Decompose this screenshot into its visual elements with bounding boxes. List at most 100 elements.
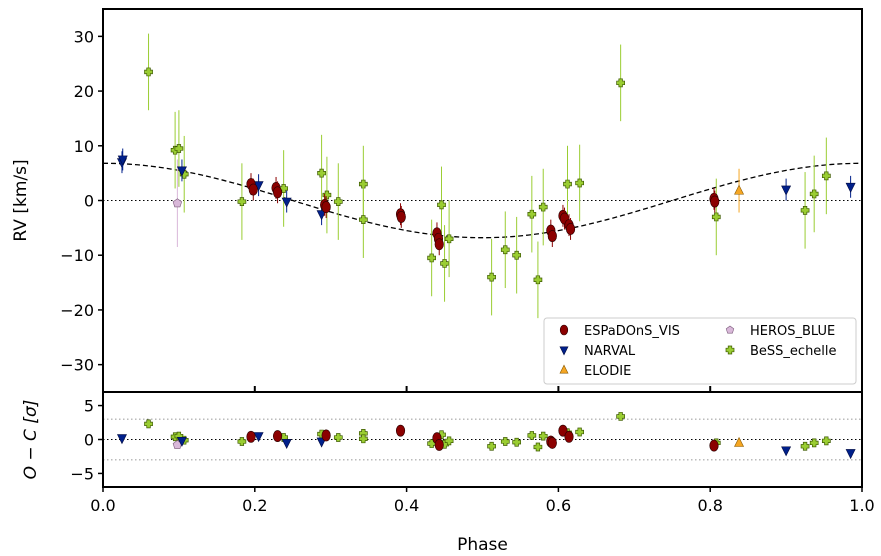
series-ESPaDOnS_VIS (246, 173, 720, 256)
residual-ytick-label: 5 (84, 397, 94, 416)
series-ELODIE (734, 168, 745, 213)
residual-ytick-label: 0 (84, 431, 94, 450)
point-NARVAL (316, 210, 327, 221)
legend-label: BeSS_echelle (750, 344, 837, 359)
rv-plot-content (102, 33, 863, 319)
residual-point-NARVAL (781, 446, 792, 457)
series-HEROS_BLUE (172, 159, 183, 248)
point-BeSS_echelle (358, 215, 368, 224)
residual-series-BeSS_echelle (144, 412, 831, 452)
point-NARVAL (281, 197, 292, 208)
legend-marker-BeSS_echelle (725, 345, 735, 355)
rv-yaxis-label: RV [km/s] (11, 159, 31, 241)
residual-point-ESPaDOnS_VIS (395, 424, 406, 437)
ytick-label: −10 (60, 246, 94, 265)
legend-label: ESPaDOnS_VIS (584, 324, 680, 339)
xtick-label: 0.6 (546, 496, 571, 515)
point-HEROS_BLUE (172, 198, 183, 208)
residual-point-ESPaDOnS_VIS (272, 430, 283, 443)
xtick-label: 0.2 (242, 496, 267, 515)
xtick-label: 0.4 (394, 496, 419, 515)
point-BeSS_echelle (527, 209, 537, 219)
legend-marker-NARVAL (559, 346, 569, 356)
residual-point-NARVAL (845, 449, 856, 460)
point-ESPaDOnS_VIS (321, 201, 331, 213)
residual-point-BeSS_echelle (616, 412, 625, 421)
point-ESPaDOnS_VIS (434, 238, 444, 251)
residual-point-BeSS_echelle (444, 436, 454, 446)
ytick-label: 20 (74, 82, 94, 101)
legend-box (543, 317, 857, 385)
series-BeSS_echelle (144, 33, 831, 319)
residual-panel: 5 0 −5 0.0 0.2 0.4 0.6 0.8 1.0 O − C [σ] Phase (21, 391, 875, 555)
point-ESPaDOnS_VIS (272, 186, 283, 199)
point-ESPaDOnS_VIS (248, 183, 258, 196)
residual-point-BeSS_echelle (144, 419, 153, 429)
point-BeSS_echelle (333, 197, 343, 206)
point-BeSS_echelle (575, 178, 585, 188)
legend-label: ELODIE (584, 364, 631, 379)
residual-point-BeSS_echelle (237, 437, 247, 446)
xtick-label: 0.8 (697, 496, 722, 515)
residual-axis-ticks: 5 0 −5 0.0 0.2 0.4 0.6 0.8 1.0 (70, 397, 874, 515)
residual-point-BeSS_echelle (358, 434, 368, 444)
point-BeSS_echelle (800, 205, 810, 215)
model-curve (102, 162, 863, 239)
point-BeSS_echelle (616, 78, 625, 88)
rv-panel: 30 20 10 0 −10 −20 −30 RV [km/s] ESPaDOnS_VIS N… (11, 8, 863, 393)
point-BeSS_echelle (427, 253, 436, 263)
point-BeSS_echelle (711, 212, 721, 222)
point-ESPaDOnS_VIS (547, 230, 557, 242)
point-BeSS_echelle (809, 189, 819, 199)
residual-point-ESPaDOnS_VIS (709, 439, 719, 452)
ytick-label: −20 (60, 301, 94, 320)
point-BeSS_echelle (144, 67, 153, 77)
point-ELODIE (734, 184, 745, 195)
point-ESPaDOnS_VIS (396, 210, 406, 223)
point-ESPaDOnS_VIS (565, 223, 576, 235)
legend-label: NARVAL (584, 344, 636, 359)
residual-series-NARVAL (116, 432, 856, 460)
phase-xaxis-label: Phase (457, 535, 508, 555)
residual-point-ESPaDOnS_VIS (434, 439, 444, 451)
residual-plot-content (103, 412, 862, 461)
residual-point-ELODIE (734, 436, 745, 447)
point-NARVAL (117, 155, 128, 166)
legend-marker-ESPaDOnS_VIS (559, 324, 569, 336)
point-BeSS_echelle (237, 197, 247, 206)
point-NARVAL (176, 166, 187, 177)
residual-series-ESPaDOnS_VIS (246, 424, 719, 452)
legend: ESPaDOnS_VIS NARVAL ELODIE HEROS_BLUE BeSS_e… (543, 317, 857, 385)
residual-point-ESPaDOnS_VIS (321, 429, 331, 442)
point-BeSS_echelle (317, 168, 326, 178)
point-NARVAL (781, 185, 792, 196)
residual-point-ESPaDOnS_VIS (564, 430, 574, 443)
residual-point-BeSS_echelle (500, 437, 510, 446)
point-BeSS_echelle (512, 250, 522, 260)
point-BeSS_echelle (444, 234, 454, 244)
ytick-label: 0 (84, 192, 94, 211)
residual-point-NARVAL (253, 432, 264, 443)
point-BeSS_echelle (563, 179, 572, 189)
ytick-label: 30 (74, 27, 94, 46)
point-BeSS_echelle (440, 259, 449, 268)
ytick-label: 10 (74, 137, 94, 156)
residual-point-ESPaDOnS_VIS (246, 430, 256, 443)
legend-marker-ELODIE (559, 364, 569, 374)
point-BeSS_echelle (322, 190, 332, 200)
residual-point-BeSS_echelle (512, 437, 522, 447)
ytick-label: −30 (60, 356, 94, 375)
xtick-label: 0.0 (90, 496, 115, 515)
residual-point-BeSS_echelle (821, 436, 831, 446)
residual-point-BeSS_echelle (800, 441, 810, 451)
point-BeSS_echelle (437, 200, 446, 210)
residual-point-NARVAL (176, 436, 187, 447)
residual-point-ESPaDOnS_VIS (547, 436, 557, 449)
point-BeSS_echelle (538, 202, 548, 212)
residual-point-BeSS_echelle (809, 438, 819, 448)
point-BeSS_echelle (533, 275, 543, 285)
residual-point-BeSS_echelle (487, 441, 496, 451)
residual-point-ESPaDOnS_VIS (558, 424, 568, 437)
residual-ytick-label: −5 (70, 464, 94, 483)
